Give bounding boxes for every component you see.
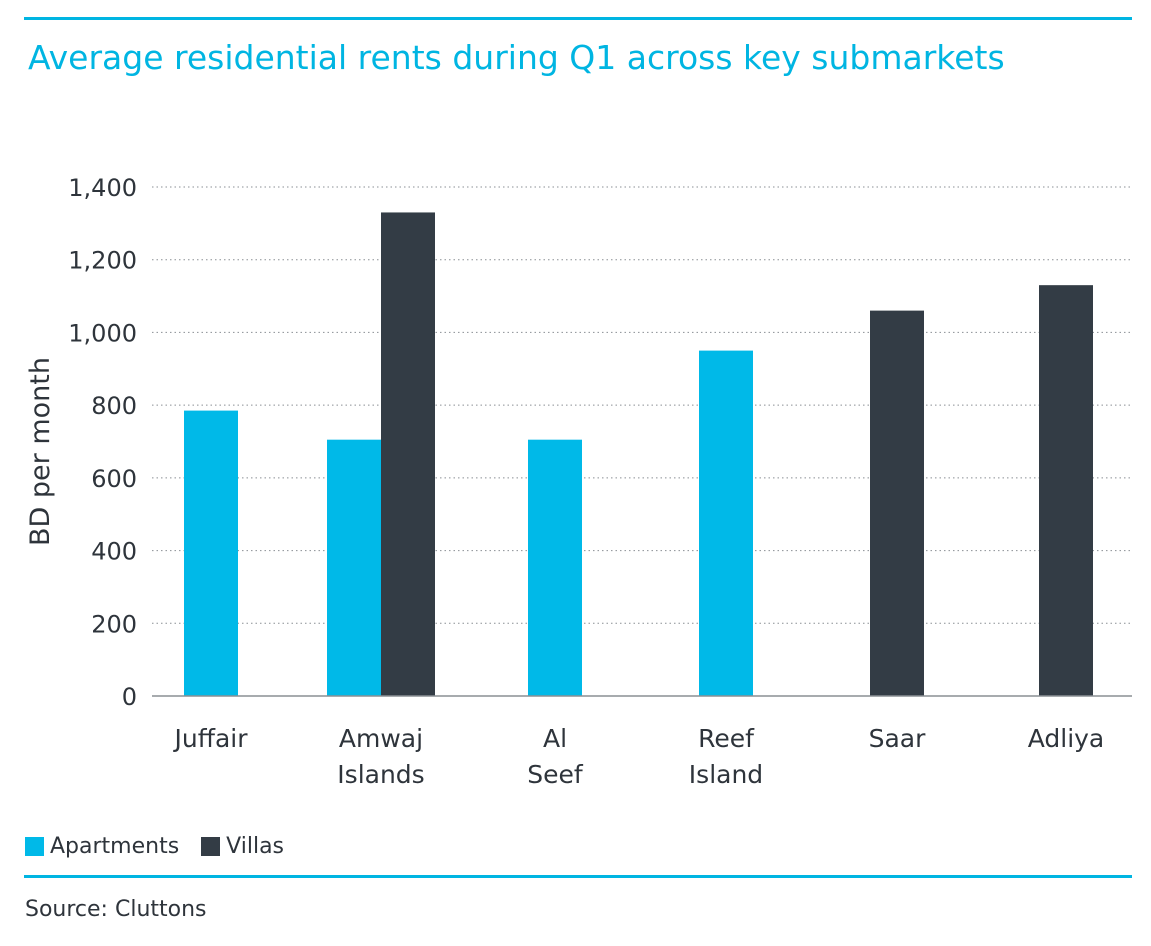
x-tick-label: Saar — [869, 724, 927, 753]
y-tick-label: 400 — [91, 538, 137, 566]
y-tick-label: 1,400 — [68, 174, 137, 202]
y-tick-label: 1,000 — [68, 319, 137, 347]
x-tick-label: Island — [689, 760, 763, 789]
y-tick-label: 600 — [91, 465, 137, 493]
bar-apartments — [184, 410, 238, 696]
bottom-rule — [24, 875, 1132, 878]
x-tick-label: Juffair — [173, 724, 249, 753]
bar-villas — [1039, 285, 1093, 696]
legend: Apartments Villas — [25, 834, 306, 859]
x-tick-label: Seef — [527, 760, 584, 789]
bar-villas — [870, 310, 924, 696]
y-tick-label: 0 — [122, 683, 137, 711]
legend-label-villas: Villas — [226, 834, 285, 859]
y-tick-label: 200 — [91, 610, 137, 638]
source-note: Source: Cluttons — [25, 897, 207, 922]
legend-label-apartments: Apartments — [50, 834, 180, 859]
legend-item-apartments: Apartments — [25, 834, 179, 859]
y-tick-label: 800 — [91, 392, 137, 420]
legend-swatch-villas — [201, 837, 221, 856]
legend-item-villas: Villas — [201, 834, 284, 859]
chart-title: Average residential rents during Q1 acro… — [28, 38, 1005, 77]
bar-apartments — [699, 350, 753, 696]
x-tick-label: Islands — [337, 760, 424, 789]
x-tick-label: Reef — [698, 724, 755, 753]
bar-apartments — [528, 439, 582, 696]
x-tick-label: Amwaj — [339, 724, 423, 753]
bar-villas — [381, 212, 435, 696]
x-tick-label: Al — [543, 724, 567, 753]
y-axis-label: BD per month — [25, 357, 56, 546]
y-tick-label: 1,200 — [68, 247, 137, 275]
top-rule — [24, 17, 1132, 20]
x-tick-label: Adliya — [1028, 724, 1105, 753]
bar-apartments — [327, 439, 381, 696]
legend-swatch-apartments — [25, 837, 44, 856]
